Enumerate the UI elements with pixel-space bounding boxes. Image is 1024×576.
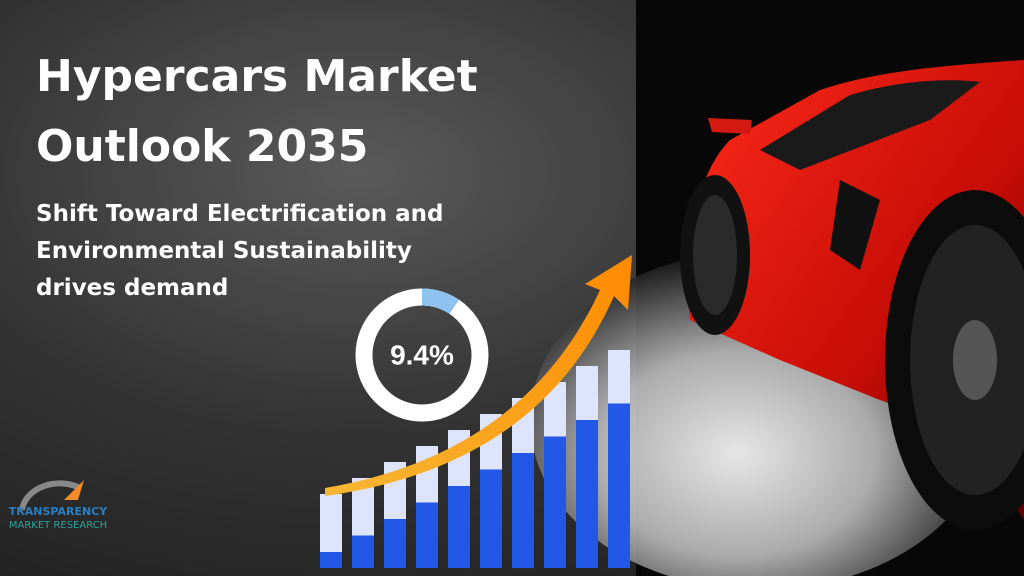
cagr-donut: 9.4% (355, 288, 489, 422)
bar-blue (320, 552, 342, 568)
growth-arrow (325, 255, 632, 496)
bar-blue (576, 420, 598, 568)
bar-blue (448, 486, 470, 568)
donut-label: 9.4% (390, 339, 454, 370)
bar-blue (544, 436, 566, 568)
bar-blue (416, 502, 438, 568)
donut-segment (421, 288, 460, 315)
bar-graphic (320, 350, 630, 568)
bar-light (320, 494, 342, 568)
car-photo (530, 0, 1024, 576)
title: Hypercars Market Outlook 2035 (36, 51, 478, 172)
logo: TRANSPARENCY MARKET RESEARCH (9, 480, 108, 531)
logo-name: TRANSPARENCY (9, 505, 108, 518)
bar-blue (384, 519, 406, 568)
bar-blue (512, 453, 534, 568)
bar-blue (480, 469, 502, 568)
bar-blue (608, 403, 630, 568)
subtitle: Shift Toward Electrification and Environ… (36, 201, 444, 301)
logo-subname: MARKET RESEARCH (9, 520, 107, 531)
bar-blue (352, 535, 374, 568)
